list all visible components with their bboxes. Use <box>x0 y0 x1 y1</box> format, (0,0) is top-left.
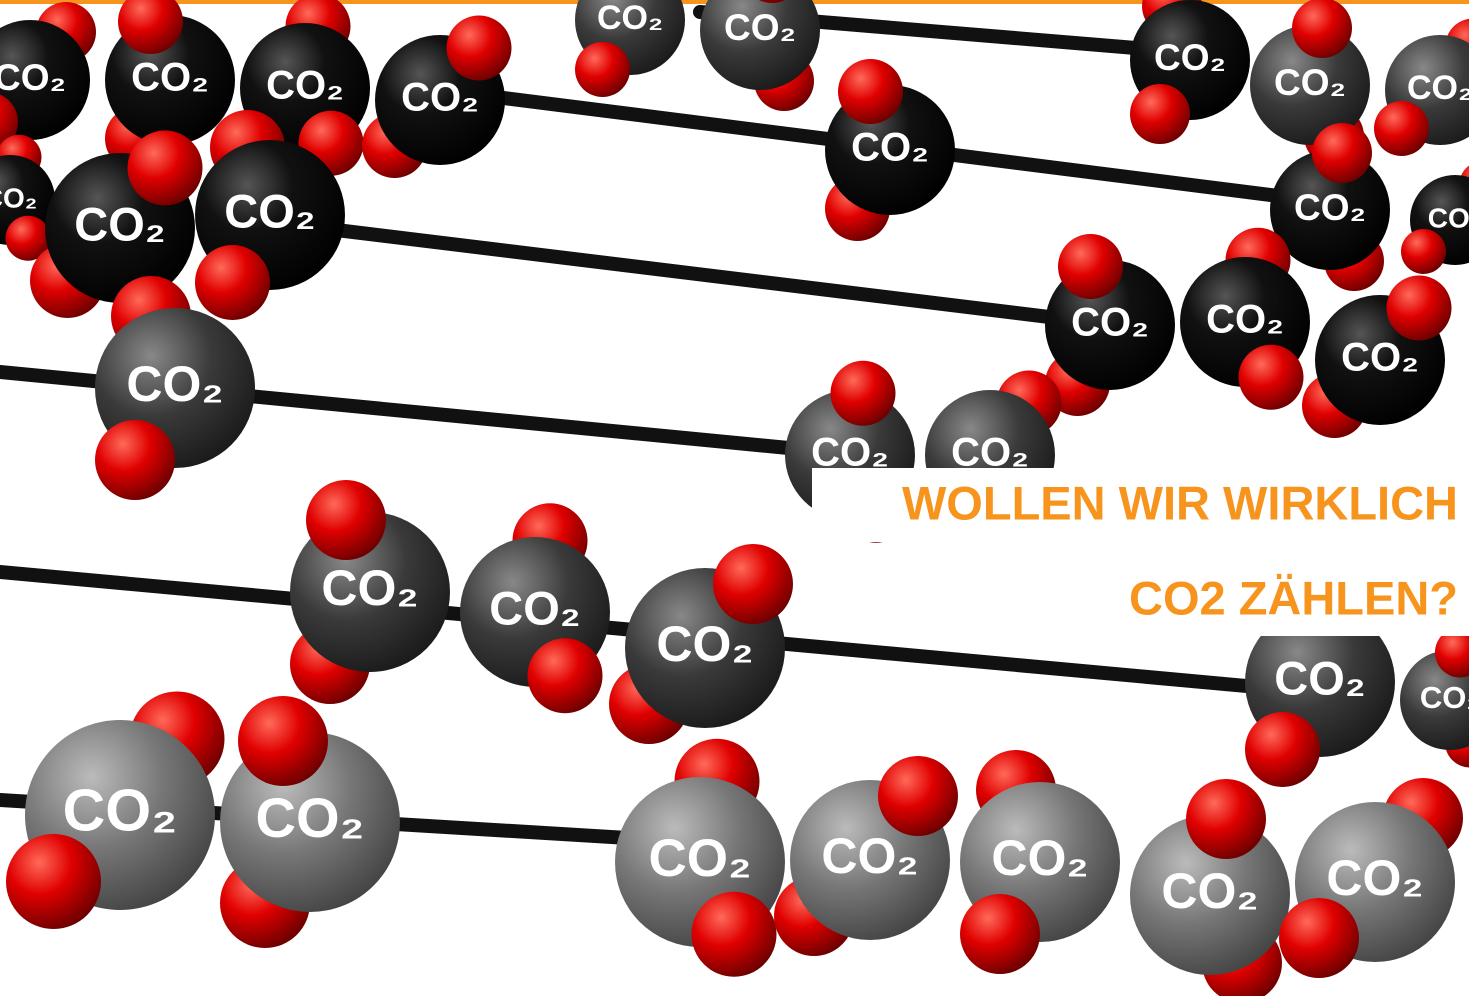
oxygen-atom <box>838 59 903 124</box>
oxygen-atom <box>95 420 175 500</box>
oxygen-atom <box>6 834 101 929</box>
oxygen-atom <box>1186 779 1266 859</box>
molecule-label: CO₂ <box>821 828 918 884</box>
molecule-label: CO₂ <box>1154 37 1226 78</box>
molecule-label: CO₂ <box>811 431 889 475</box>
molecule-label: CO₂ <box>74 197 165 250</box>
oxygen-atom <box>1387 276 1452 341</box>
oxygen-atom <box>306 480 386 560</box>
headline-line: CO2 ZÄHLEN? <box>1129 571 1458 624</box>
molecule-label: CO₂ <box>1428 202 1469 233</box>
oxygen-atom <box>1058 234 1123 299</box>
oxygen-atom <box>1312 123 1372 183</box>
oxygen-atom <box>960 894 1040 974</box>
molecule-label: CO₂ <box>1407 69 1469 107</box>
molecule-label: CO₂ <box>489 581 580 634</box>
molecule-label: CO₂ <box>1294 187 1366 228</box>
molecule-label: CO₂ <box>991 830 1088 886</box>
oxygen-atom <box>1239 345 1304 410</box>
molecule-label: CO₂ <box>724 7 796 48</box>
molecule-label: CO₂ <box>63 778 178 844</box>
molecule-label: CO₂ <box>126 356 223 412</box>
molecule-label: CO₂ <box>1326 850 1423 906</box>
molecule-label: CO₂ <box>648 829 751 888</box>
molecule-label: CO₂ <box>1274 651 1365 704</box>
oxygen-atom <box>238 696 328 786</box>
oxygen-atom <box>692 892 777 977</box>
molecule-label: CO₂ <box>656 616 753 672</box>
oxygen-atom <box>878 756 958 836</box>
oxygen-atom <box>1279 898 1359 978</box>
molecule-label: CO₂ <box>1161 863 1258 919</box>
molecule-label: CO₂ <box>1341 336 1419 380</box>
oxygen-atom <box>1292 0 1352 58</box>
oxygen-atom <box>575 42 630 97</box>
molecule-label: CO₂ <box>256 786 365 849</box>
molecule-label: CO₂ <box>1206 298 1284 342</box>
oxygen-atom <box>1401 229 1446 274</box>
molecule-label: CO₂ <box>0 57 66 98</box>
oxygen-atom <box>1130 84 1190 144</box>
headline: WOLLEN WIR WIRKLICH CO2 ZÄHLEN? <box>812 468 1469 636</box>
oxygen-atom <box>831 361 896 426</box>
molecule-label: CO₂ <box>0 182 37 213</box>
headline-line: WOLLEN WIR WIRKLICH <box>902 476 1458 529</box>
molecule-label: CO₂ <box>224 184 315 237</box>
oxygen-atom <box>1245 712 1320 787</box>
oxygen-atom <box>713 544 793 624</box>
molecule-label: CO₂ <box>321 560 418 616</box>
molecule-label: CO₂ <box>401 76 479 120</box>
molecule-label: CO₂ <box>1071 301 1149 345</box>
molecule-label: CO₂ <box>266 64 344 108</box>
oxygen-atom <box>528 638 603 713</box>
molecule-label: CO₂ <box>1420 680 1469 715</box>
molecule-label: CO₂ <box>597 0 663 37</box>
oxygen-atom <box>447 16 512 81</box>
molecule-label: CO₂ <box>1274 62 1346 103</box>
rod <box>320 228 1090 322</box>
oxygen-atom <box>128 131 203 206</box>
molecule-label: CO₂ <box>131 56 209 100</box>
molecule-label: CO₂ <box>951 431 1029 475</box>
oxygen-atom <box>195 245 270 320</box>
page: CO₂ CO₂ CO₂ CO₂ CO₂ CO₂ CO₂ CO₂ CO₂ CO₂ CO₂ CO₂ CO₂ C… <box>0 0 1469 996</box>
illustration: CO₂ CO₂ CO₂ CO₂ CO₂ CO₂ CO₂ CO₂ CO₂ CO₂ CO₂ CO₂ CO₂ C… <box>0 0 1469 996</box>
oxygen-atom <box>1374 101 1429 156</box>
molecule-label: CO₂ <box>851 126 929 170</box>
